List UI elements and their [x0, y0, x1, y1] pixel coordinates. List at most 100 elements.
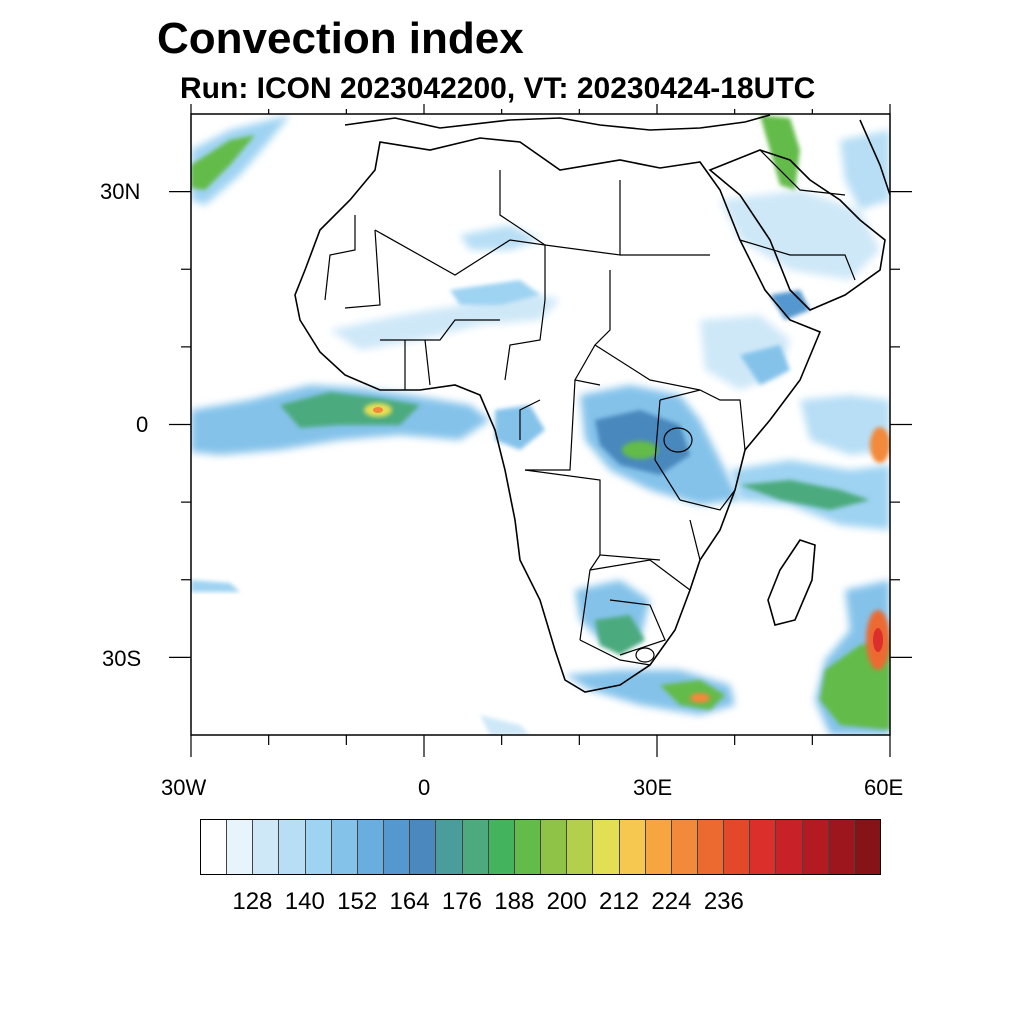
colorbar-label: 224: [651, 888, 692, 915]
region-congo-hotspot: [622, 441, 658, 459]
region-persian-gulf: [840, 130, 890, 210]
map-subtitle: Run: ICON 2023042200, VT: 20230424-18UTC: [180, 72, 816, 105]
region-east-edge-hotspot: [870, 427, 890, 463]
colorbar-swatch: [593, 820, 620, 874]
border-niger-nigeria: [504, 299, 546, 381]
convection-field: [191, 115, 890, 735]
lon-label-30w: 30W: [161, 775, 207, 800]
border-algeria-mali-niger: [374, 229, 546, 300]
colorbar-swatch: [724, 820, 751, 874]
lat-label-30s: 30S: [102, 646, 142, 671]
border-congo-drc: [525, 379, 576, 471]
region-ethiopia-core: [740, 345, 790, 385]
colorbar: [200, 819, 881, 875]
colorbar-swatch: [645, 820, 672, 874]
lat-label-0: 0: [136, 412, 149, 437]
region-north-indian-ocean: [800, 395, 890, 455]
border-western-sahara: [324, 215, 356, 301]
colorbar-swatch: [776, 820, 803, 874]
colorbar-label: 152: [337, 888, 378, 915]
region-south-coast-hotspot: [690, 693, 710, 703]
colorbar-swatch: [828, 820, 855, 874]
colorbar-label: 200: [546, 888, 587, 915]
colorbar-swatch: [357, 820, 385, 874]
colorbar-swatch: [410, 820, 437, 874]
border-togo: [424, 339, 431, 386]
region-sahel-core: [450, 280, 540, 305]
border-angola: [524, 469, 661, 561]
lesotho-outline: [635, 647, 655, 663]
region-indian-ocean-core: [740, 480, 870, 510]
colorbar-swatch: [750, 820, 777, 874]
border-south-africa: [579, 639, 651, 666]
lat-label-30n: 30N: [100, 179, 141, 204]
coastlines: [294, 114, 890, 693]
region-nw-atlantic-core: [191, 135, 255, 190]
colorbar-swatch: [514, 820, 542, 874]
colorbar-swatch: [305, 820, 332, 874]
colorbar-swatch: [671, 820, 698, 874]
border-iraq-saudi: [759, 149, 846, 196]
colorbar-swatch: [802, 820, 829, 874]
colorbar-label: 176: [441, 888, 482, 915]
region-itcz-core: [280, 392, 420, 428]
axis-ticks: [169, 104, 912, 757]
border-mauritania: [344, 229, 381, 309]
border-saudi-yemen: [739, 239, 856, 281]
colorbar-label: 140: [284, 888, 325, 915]
lon-label-60e: 60E: [864, 775, 904, 800]
colorbar-swatch: [436, 820, 463, 874]
colorbar-swatch: [331, 820, 358, 874]
colorbar-swatch: [697, 820, 725, 874]
region-arabia: [720, 190, 880, 280]
colorbar-swatch: [619, 820, 646, 874]
region-botswana-core: [595, 615, 645, 655]
border-uganda-kenya: [659, 389, 746, 451]
colorbar-swatch: [253, 820, 280, 874]
region-nw-atlantic: [191, 115, 290, 205]
colorbar-swatch: [279, 820, 306, 874]
colorbar-label: 212: [599, 888, 640, 915]
lon-label-0: 0: [418, 775, 431, 800]
border-tanzania: [679, 489, 736, 511]
region-yemen: [770, 290, 810, 320]
colorbar-label: 188: [494, 888, 535, 915]
region-sahel: [330, 290, 560, 350]
border-libya-tunisia: [499, 170, 546, 246]
colorbar-swatch: [384, 820, 411, 874]
border-zambia-zimbabwe: [589, 559, 691, 591]
border-drc-east: [654, 399, 681, 501]
region-sw-patch: [191, 580, 240, 592]
region-sw-atlantic-streak: [480, 715, 530, 735]
lake-victoria: [663, 427, 693, 453]
arabia-coastline: [708, 149, 886, 311]
africa-coastline: [294, 137, 822, 693]
europe-coastline: [344, 114, 771, 131]
country-borders: [324, 149, 856, 666]
colorbar-swatch: [227, 820, 254, 874]
iran-coastline: [859, 119, 890, 196]
map-title: Convection index: [157, 14, 524, 63]
colorbar-swatch: [541, 820, 568, 874]
region-itcz-peak: [373, 407, 383, 413]
border-mali-burkina: [380, 319, 500, 341]
border-cameroon-gabon: [519, 399, 541, 440]
border-car-sudan: [594, 344, 701, 391]
colorbar-label: 128: [232, 888, 273, 915]
colorbar-swatch: [854, 820, 881, 874]
colorbar-label: 164: [389, 888, 430, 915]
colorbar-swatch: [567, 820, 594, 874]
border-botswana: [609, 599, 666, 656]
region-sahara-patch: [460, 225, 540, 250]
colorbar-swatch: [201, 820, 228, 874]
colorbar-swatch: [488, 820, 515, 874]
border-malawi: [689, 519, 701, 561]
lon-label-30e: 30E: [633, 775, 673, 800]
colorbar-label: 236: [703, 888, 744, 915]
region-levant: [760, 115, 800, 190]
lakes: [635, 427, 693, 663]
colorbar-swatch: [462, 820, 489, 874]
region-madagascar-peak: [873, 628, 883, 652]
madagascar-coastline: [767, 539, 816, 626]
